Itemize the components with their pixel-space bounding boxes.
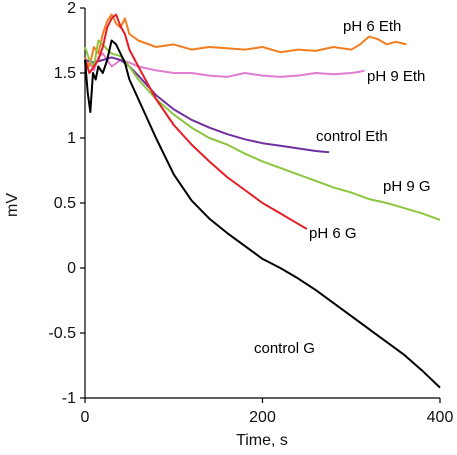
series-label-ph9-eth: pH 9 Eth <box>367 68 425 85</box>
y-tick-label: 0.5 <box>54 195 76 212</box>
y-tick-label: -1 <box>62 390 76 407</box>
series-line-1 <box>84 52 365 78</box>
x-tick-label: 0 <box>81 409 90 426</box>
series-line-3 <box>84 39 441 221</box>
y-axis-title: mV <box>4 193 21 217</box>
y-tick-label: 1 <box>67 130 76 147</box>
series-line-4 <box>84 13 308 230</box>
x-tick-label: 200 <box>249 409 276 426</box>
x-axis-title: Time, s <box>236 432 288 449</box>
series-line-2 <box>84 56 330 154</box>
series-line-5 <box>84 39 441 389</box>
y-ticks: -1 -0.5 0 0.5 1 1.5 2 <box>48 0 85 407</box>
series-label-control-g: control G <box>254 340 315 357</box>
series-label-control-eth: control Eth <box>316 128 388 145</box>
y-tick-label: 1.5 <box>54 65 76 82</box>
y-tick-label: -0.5 <box>48 325 76 342</box>
series-label-ph6-g: pH 6 G <box>309 225 357 242</box>
series-label-ph9-g: pH 9 G <box>383 178 431 195</box>
x-tick-label: 400 <box>427 409 454 426</box>
series-label-ph6-eth: pH 6 Eth <box>343 18 401 35</box>
series-line-0 <box>84 13 407 68</box>
x-ticks: 0 200 400 <box>81 398 454 426</box>
y-tick-label: 0 <box>67 260 76 277</box>
y-tick-label: 2 <box>67 0 76 17</box>
series-lines <box>84 13 441 389</box>
